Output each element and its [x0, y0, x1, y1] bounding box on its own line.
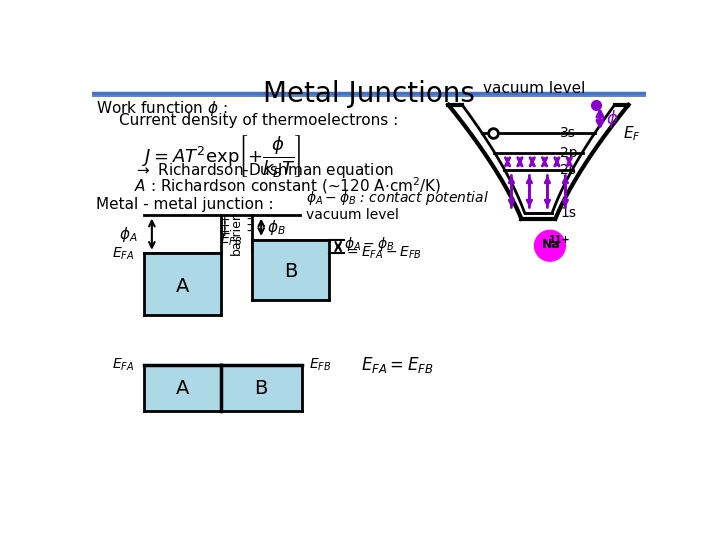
Text: $E_{FB}$: $E_{FB}$ [309, 357, 331, 373]
Text: $\phi_A - \phi_B$: $\phi_A - \phi_B$ [344, 235, 395, 253]
Text: 3s: 3s [560, 126, 576, 140]
Text: $\phi_A - \phi_B$ : contact potential: $\phi_A - \phi_B$ : contact potential [306, 189, 489, 207]
Text: -: - [246, 213, 251, 227]
Text: $= E_{FA} - E_{FB}$: $= E_{FA} - E_{FB}$ [344, 245, 422, 261]
Text: $E_{FA} = E_{FB}$: $E_{FA} = E_{FB}$ [361, 355, 434, 375]
Text: $\phi_A$: $\phi_A$ [120, 225, 138, 244]
Text: Work function $\phi$ :: Work function $\phi$ : [96, 99, 228, 118]
Text: B: B [254, 379, 268, 397]
Text: Metal Junctions: Metal Junctions [263, 80, 475, 108]
Text: $\rightarrow$ Richardson-Dushman equation: $\rightarrow$ Richardson-Dushman equatio… [134, 161, 394, 180]
Text: $\phi$: $\phi$ [606, 108, 618, 130]
Text: -: - [246, 225, 251, 239]
Text: B: B [284, 262, 297, 281]
Circle shape [534, 231, 565, 261]
Text: A: A [176, 277, 189, 296]
Text: -: - [246, 219, 251, 233]
Text: +: + [218, 213, 230, 227]
Bar [144, 253, 221, 315]
Text: +: + [218, 225, 230, 239]
Text: 2s: 2s [560, 163, 576, 177]
Text: $J = AT^2 \exp\!\left[+\dfrac{\phi}{k_B T}\right]$: $J = AT^2 \exp\!\left[+\dfrac{\phi}{k_B … [142, 132, 302, 179]
Bar [252, 240, 329, 300]
Text: $E_{FA}$: $E_{FA}$ [112, 245, 134, 262]
Text: +: + [218, 219, 230, 233]
Text: $E_{FA}$: $E_{FA}$ [112, 357, 134, 373]
Text: 11+: 11+ [549, 234, 571, 245]
Text: vacuum level: vacuum level [483, 80, 586, 96]
Text: $A$ : Richardson constant (~120 A$\cdot$cm$^2$/K): $A$ : Richardson constant (~120 A$\cdot$… [134, 175, 441, 195]
Bar [144, 365, 221, 411]
Text: Metal - metal junction :: Metal - metal junction : [96, 197, 274, 212]
Text: Na: Na [542, 238, 561, 251]
Text: $E_F$: $E_F$ [623, 124, 641, 143]
Text: 2p: 2p [560, 146, 577, 160]
Text: vacuum level: vacuum level [306, 208, 399, 222]
Text: $E_{FB}$: $E_{FB}$ [220, 231, 242, 248]
Bar [221, 365, 302, 411]
Text: $\phi_B$: $\phi_B$ [267, 218, 286, 237]
Text: barrier: barrier [230, 213, 243, 255]
Text: A: A [176, 379, 189, 397]
Text: 1s: 1s [560, 206, 576, 220]
Text: Current density of thermoelectrons :: Current density of thermoelectrons : [119, 112, 398, 127]
